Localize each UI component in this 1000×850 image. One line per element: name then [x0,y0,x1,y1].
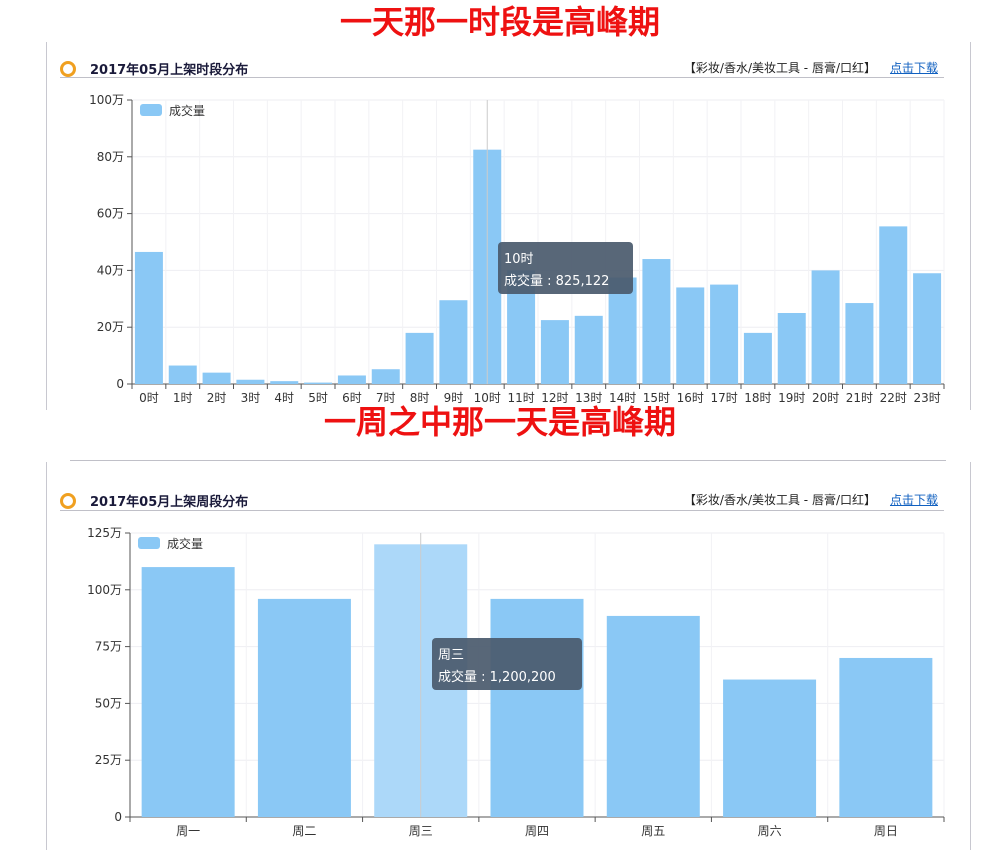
panel-header-weekly: 2017年05月上架周段分布 【彩妆/香水/美妆工具 - 唇膏/口红】 点击下载 [60,491,938,515]
y-tick-label: 50万 [95,696,122,710]
bar [676,287,705,384]
y-tick-label: 100万 [89,93,124,107]
x-tick-label: 周三 [409,824,433,838]
ring-icon [60,61,76,77]
x-tick-label: 周二 [292,824,316,838]
bar [141,567,235,817]
bar [723,679,817,817]
panel-underline-weekly [60,510,944,511]
bar [337,375,366,384]
panel-title: 2017年05月上架周段分布 [90,495,249,510]
x-tick-label: 周日 [874,824,898,838]
headline-middle: 一周之中那一天是高峰期 [323,403,676,441]
x-tick-label: 周五 [641,824,665,838]
bar [134,251,163,384]
bar [777,313,806,384]
y-tick-label: 0 [116,377,124,391]
bar [710,284,739,384]
bar [236,379,265,384]
bar [608,277,637,384]
bar [202,372,231,384]
bar [168,365,197,384]
bar [574,315,603,384]
y-tick-label: 20万 [97,320,124,334]
divider-left-top [46,42,47,410]
bar [270,381,299,384]
bar [845,303,874,384]
divider-right-top [970,42,971,410]
bar [642,259,671,384]
tooltip-value: 成交量 : 825,122 [504,273,609,289]
bar [839,657,933,817]
y-tick-label: 100万 [87,583,122,597]
y-tick-label: 40万 [97,263,124,277]
download-link[interactable]: 点击下载 [889,493,938,507]
y-tick-label: 60万 [97,207,124,221]
bar [405,332,434,384]
x-tick-label: 周六 [758,824,782,838]
panel-header-hourly: 2017年05月上架时段分布 【彩妆/香水/美妆工具 - 唇膏/口红】 点击下载 [60,59,938,83]
tooltip-box [432,638,582,690]
separator-top [70,460,946,461]
bar [473,149,502,384]
x-tick-label: 周一 [176,824,200,838]
y-tick-label: 125万 [87,526,122,540]
bar [507,270,536,384]
y-tick-label: 80万 [97,150,124,164]
bar [913,273,942,384]
legend-label: 成交量 [167,536,203,551]
legend-swatch [140,104,162,116]
category-label: 【彩妆/香水/美妆工具 - 唇膏/口红】 [683,493,876,507]
bar [490,598,584,817]
bar [257,598,351,817]
bar [606,615,700,817]
tooltip-title: 周三 [438,648,464,663]
bar [439,300,468,384]
tooltip-value: 成交量 : 1,200,200 [438,669,556,685]
bar [374,544,468,817]
x-tick-label: 周四 [525,824,549,838]
bar [811,270,840,384]
panel-title: 2017年05月上架时段分布 [90,63,249,78]
bar [879,226,908,384]
y-tick-label: 75万 [95,640,122,654]
ring-icon [60,493,76,509]
tooltip-box [498,242,633,294]
download-link[interactable]: 点击下载 [889,61,938,75]
bar [371,369,400,384]
legend-swatch [138,537,160,549]
panel-underline-hourly [60,77,944,78]
divider-left-bottom [46,462,47,850]
y-tick-label: 25万 [95,753,122,767]
bar [743,332,772,384]
bar [540,320,569,384]
bar [304,382,333,384]
tooltip-title: 10时 [504,252,534,267]
divider-right-bottom [970,462,971,850]
headline-top: 一天那一时段是高峰期 [339,3,660,41]
legend-label: 成交量 [169,103,205,118]
category-label: 【彩妆/香水/美妆工具 - 唇膏/口红】 [683,61,876,75]
y-tick-label: 0 [114,810,122,824]
